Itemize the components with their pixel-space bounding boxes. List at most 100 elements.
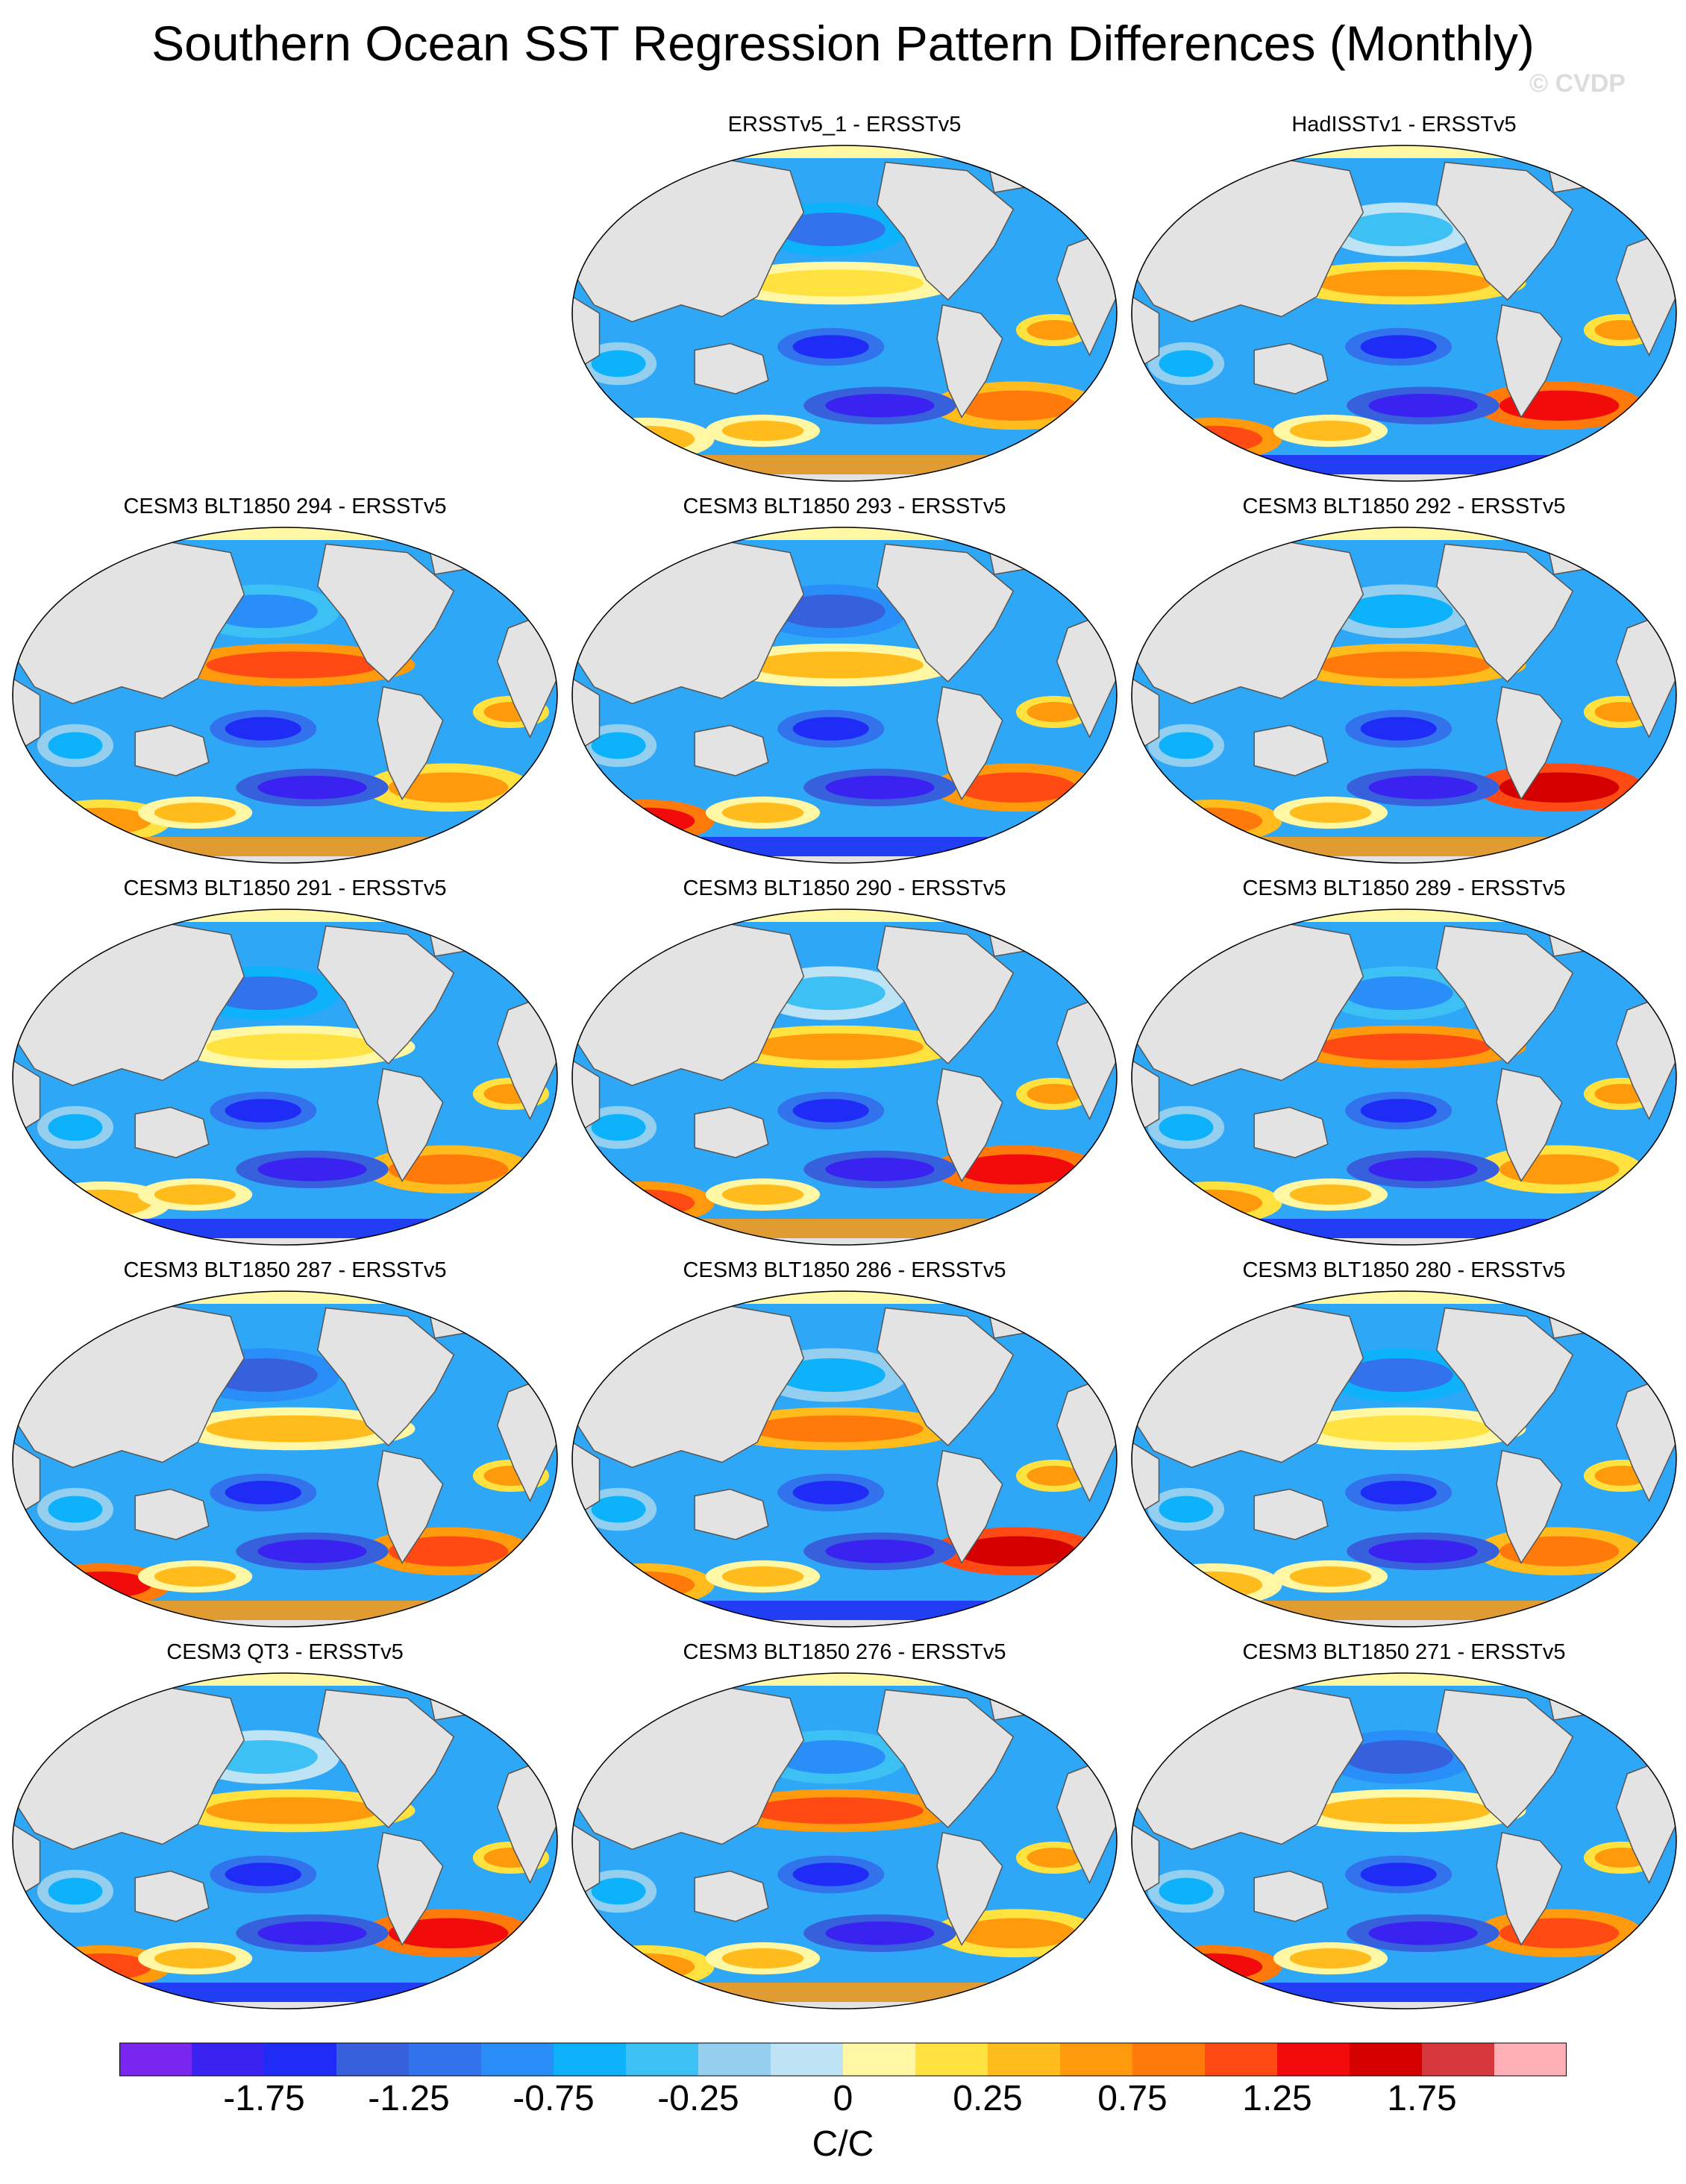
land-mass <box>694 1488 769 1540</box>
colorbar-tick-label: 0.25 <box>953 2079 1023 2118</box>
anomaly-contour <box>825 1158 935 1182</box>
land-mass <box>936 1067 1003 1183</box>
map-border <box>571 145 1118 482</box>
map-panel: CESM3 BLT1850 292 - ERSSTv5 <box>1128 494 1680 867</box>
land-mass <box>134 1870 210 1922</box>
world-map <box>1131 1672 1677 2009</box>
anomaly-contour <box>154 1184 236 1205</box>
map-border <box>1131 527 1677 864</box>
anomaly-contour <box>1027 1848 1082 1868</box>
anomaly-contour <box>1317 1797 1491 1824</box>
anomaly-contour <box>48 1114 103 1141</box>
land-mass <box>134 1106 210 1158</box>
land-mass <box>13 1620 557 1627</box>
anomaly-contour <box>721 1184 804 1205</box>
land-mass <box>572 474 1117 481</box>
anomaly-contour <box>225 1863 301 1886</box>
land-mass <box>1253 1870 1329 1922</box>
anomaly-contour <box>792 1099 869 1123</box>
anomaly-contour <box>1344 213 1453 246</box>
map-border <box>12 527 558 864</box>
anomaly-contour <box>1068 550 1101 571</box>
anomaly-contour <box>206 651 380 679</box>
anomaly-contour <box>493 1690 539 1723</box>
anomaly-contour <box>1344 976 1453 1010</box>
anomaly-contour <box>825 1921 935 1945</box>
anomaly-contour <box>596 1953 695 1980</box>
anomaly-contour <box>53 807 152 835</box>
colorbar-box <box>1205 2043 1277 2076</box>
colorbar-tick-label: 0 <box>833 2079 853 2118</box>
world-map <box>571 909 1118 1246</box>
colorbar-box <box>481 2043 554 2076</box>
anomaly-contour <box>1344 594 1453 628</box>
land-mass <box>1132 1238 1676 1245</box>
anomaly-contour <box>1611 1696 1644 1717</box>
panel-title: CESM3 BLT1850 293 - ERSSTv5 <box>683 495 1006 518</box>
colorbar-box <box>336 2043 409 2076</box>
anomaly-contour <box>53 1189 152 1217</box>
anomaly-contour <box>776 976 886 1010</box>
anomaly-contour <box>591 1496 646 1523</box>
anomaly-contour <box>792 1863 869 1886</box>
colorbar-tick-label: 0.75 <box>1097 2079 1168 2118</box>
anomaly-contour <box>206 1415 380 1443</box>
land-mass <box>572 856 1117 863</box>
colorbar-box <box>264 2043 336 2076</box>
world-map <box>571 1290 1118 1628</box>
anomaly-contour <box>1368 394 1478 418</box>
land-mass <box>1132 1620 1676 1627</box>
map-border <box>1131 909 1677 1246</box>
anomaly-contour <box>225 717 301 741</box>
anomaly-contour <box>1027 702 1082 722</box>
anomaly-contour <box>825 1540 935 1563</box>
world-map <box>12 909 558 1246</box>
anomaly-contour <box>1604 545 1650 577</box>
anomaly-contour <box>1344 1740 1453 1774</box>
map-panel: CESM3 BLT1850 280 - ERSSTv5 <box>1128 1258 1680 1631</box>
land-mass <box>1496 304 1563 419</box>
colorbar-tick-label: -0.75 <box>513 2079 595 2118</box>
land-mass <box>876 1689 1015 1829</box>
anomaly-contour <box>1289 1184 1372 1205</box>
anomaly-contour <box>1344 1358 1453 1392</box>
panel-title: HadISSTv1 - ERSSTv5 <box>1291 113 1517 136</box>
panel-title: CESM3 QT3 - ERSSTv5 <box>166 1640 404 1664</box>
land-mass <box>1496 685 1563 801</box>
anomaly-contour <box>1159 1877 1214 1905</box>
anomaly-contour <box>53 1571 152 1598</box>
colorbar-box <box>409 2043 481 2076</box>
land-mass <box>316 925 455 1065</box>
land-mass <box>134 724 210 776</box>
anomaly-contour <box>1368 776 1478 800</box>
land-mass <box>316 543 455 683</box>
world-map <box>1131 909 1677 1246</box>
anomaly-contour <box>388 1536 509 1566</box>
anomaly-contour <box>1368 1921 1478 1945</box>
land-mass <box>936 1449 1003 1565</box>
colorbar-box <box>771 2043 843 2076</box>
map-border <box>1131 145 1677 482</box>
anomaly-contour <box>1159 350 1214 377</box>
land-mass <box>1253 724 1329 776</box>
anomaly-contour <box>257 1921 367 1945</box>
colorbar-box <box>1422 2043 1494 2076</box>
land-mass <box>1132 474 1676 481</box>
anomaly-contour <box>721 1948 804 1968</box>
colorbar-tick-label: -0.25 <box>657 2079 739 2118</box>
anomaly-contour <box>596 807 695 835</box>
land-mass <box>1496 1831 1563 1947</box>
world-map <box>12 1290 558 1628</box>
land-mass <box>876 543 1015 683</box>
panel-title: ERSSTv5_1 - ERSSTv5 <box>727 113 962 136</box>
anomaly-contour <box>956 772 1077 803</box>
anomaly-contour <box>749 651 924 679</box>
map-border <box>12 909 558 1246</box>
panel-title: CESM3 BLT1850 287 - ERSSTv5 <box>123 1258 447 1282</box>
colorbar-box <box>626 2043 698 2076</box>
land-mass <box>316 1689 455 1829</box>
colorbar-tick-label: -1.25 <box>368 2079 450 2118</box>
anomaly-contour <box>388 1154 509 1184</box>
anomaly-contour <box>1061 926 1107 959</box>
anomaly-contour <box>1604 1690 1650 1723</box>
